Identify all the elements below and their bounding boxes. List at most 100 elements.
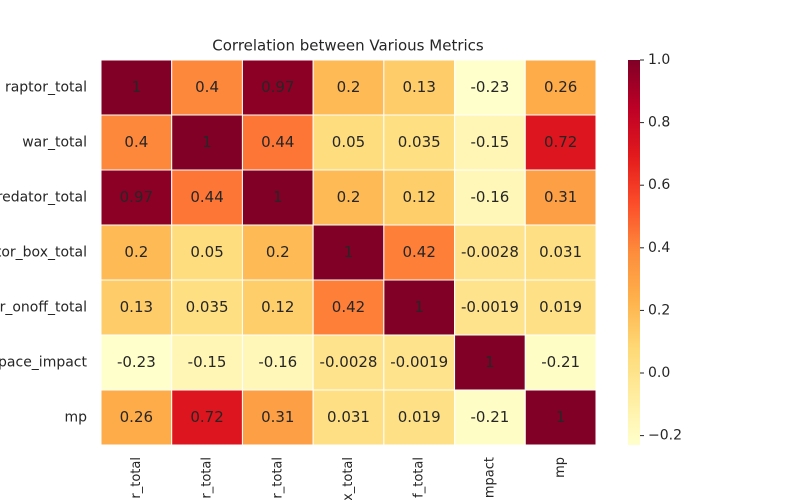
heatmap-cell <box>241 279 314 336</box>
cell-label: 1 <box>344 243 354 261</box>
x-tick-label: f_total <box>412 457 427 498</box>
cell-label: 0.42 <box>403 243 436 261</box>
y-tick-label: oredator_total <box>0 190 87 206</box>
heatmap-cell <box>524 334 597 391</box>
heatmap-cell <box>241 59 314 116</box>
y-tick-label: raptor_total <box>5 80 87 96</box>
colorbar-tick-label: 0.2 <box>648 302 670 318</box>
y-tick-label: pace_impact <box>0 355 87 371</box>
y-tick-label: war_total <box>22 135 87 151</box>
x-tick-label: x_total <box>341 457 356 500</box>
cell-label: -0.21 <box>471 408 510 426</box>
cell-label: -0.15 <box>471 133 510 151</box>
x-tick-label: r_total <box>270 457 285 499</box>
cell-label: 0.2 <box>266 243 290 261</box>
cell-label: 0.2 <box>124 243 148 261</box>
cell-label: 0.035 <box>186 298 229 316</box>
x-tick-label: mpact <box>482 457 497 498</box>
heatmap-cell <box>241 114 314 171</box>
cell-label: 0.2 <box>337 78 361 96</box>
cell-label: 1 <box>556 408 566 426</box>
cell-label: 0.13 <box>120 298 153 316</box>
heatmap-cell <box>312 169 385 226</box>
cell-label: -0.23 <box>117 353 156 371</box>
colorbar <box>628 60 640 445</box>
heatmap-cell <box>524 389 597 446</box>
colorbar-tick-label: −0.2 <box>648 428 682 444</box>
heatmap-cell <box>383 169 456 226</box>
y-tick-label: or_onoff_total <box>0 300 87 316</box>
cell-label: 0.13 <box>403 78 436 96</box>
heatmap-cell <box>524 114 597 171</box>
cell-label: 0.44 <box>190 188 223 206</box>
cell-label: 0.44 <box>261 133 294 151</box>
cell-label: 0.31 <box>261 408 294 426</box>
heatmap-cell <box>171 224 243 281</box>
y-tick-label: mp <box>64 410 87 426</box>
cell-label: -0.0019 <box>390 353 448 371</box>
heatmap-cell <box>312 389 385 446</box>
cell-label: 0.4 <box>195 78 219 96</box>
chart-title: Correlation between Various Metrics <box>212 37 484 55</box>
colorbar-tick-label: 0.8 <box>648 115 670 131</box>
heatmap-cell <box>241 389 314 446</box>
heatmap-cell <box>171 334 243 391</box>
colorbar-tick-label: 0.4 <box>648 240 670 256</box>
colorbar-tick-label: 0.6 <box>648 177 670 193</box>
heatmap-cell <box>312 334 385 391</box>
heatmap-cell <box>312 224 385 281</box>
cell-label: 1 <box>132 78 142 96</box>
heatmap-cell <box>100 59 173 116</box>
cell-label: -0.0028 <box>461 243 519 261</box>
cell-label: 0.72 <box>190 408 223 426</box>
cell-label: 0.031 <box>327 408 370 426</box>
heatmap-cell <box>454 169 526 226</box>
heatmap-cell <box>524 224 597 281</box>
heatmap-cell <box>454 59 526 116</box>
heatmap-cell <box>383 114 456 171</box>
cell-label: -0.16 <box>471 188 510 206</box>
x-tick-label: mp <box>553 457 568 478</box>
heatmap-cell <box>100 279 173 336</box>
cell-label: 0.72 <box>544 133 577 151</box>
cell-label: 0.2 <box>337 188 361 206</box>
cell-label: 0.035 <box>398 133 441 151</box>
cell-label: 0.4 <box>124 133 148 151</box>
heatmap-cell <box>100 334 173 391</box>
cell-label: 0.12 <box>403 188 436 206</box>
cell-label: -0.0028 <box>320 353 378 371</box>
cell-label: 0.97 <box>261 78 294 96</box>
heatmap-cell <box>383 334 456 391</box>
heatmap-cell <box>100 224 173 281</box>
cell-label: 1 <box>202 133 212 151</box>
cell-label: 0.05 <box>190 243 223 261</box>
cell-label: -0.21 <box>541 353 580 371</box>
cell-label: 0.31 <box>544 188 577 206</box>
heatmap-cell <box>171 59 243 116</box>
heatmap-cell <box>454 224 526 281</box>
cell-label: 1 <box>273 188 283 206</box>
cell-label: 1 <box>485 353 495 371</box>
heatmap-cell <box>241 169 314 226</box>
x-tick-label: r_total <box>200 457 215 499</box>
heatmap-cell <box>454 389 526 446</box>
cell-label: 0.97 <box>120 188 153 206</box>
cell-label: 0.12 <box>261 298 294 316</box>
cell-label: 0.019 <box>398 408 441 426</box>
colorbar-tick-label: 0.0 <box>648 365 670 381</box>
cell-label: 0.26 <box>120 408 153 426</box>
colorbar-tick-label: 1.0 <box>648 52 670 68</box>
cell-label: 0.26 <box>544 78 577 96</box>
cell-label: -0.0019 <box>461 298 519 316</box>
heatmap-cell <box>524 169 597 226</box>
cell-label: 0.05 <box>332 133 365 151</box>
cell-label: -0.23 <box>471 78 510 96</box>
cell-label: 0.42 <box>332 298 365 316</box>
cell-label: -0.15 <box>188 353 227 371</box>
cell-label: -0.16 <box>258 353 297 371</box>
cell-label: 0.019 <box>539 298 582 316</box>
heatmap-cell <box>100 389 173 446</box>
y-tick-label: tor_box_total <box>0 245 87 261</box>
cell-label: 1 <box>414 298 424 316</box>
